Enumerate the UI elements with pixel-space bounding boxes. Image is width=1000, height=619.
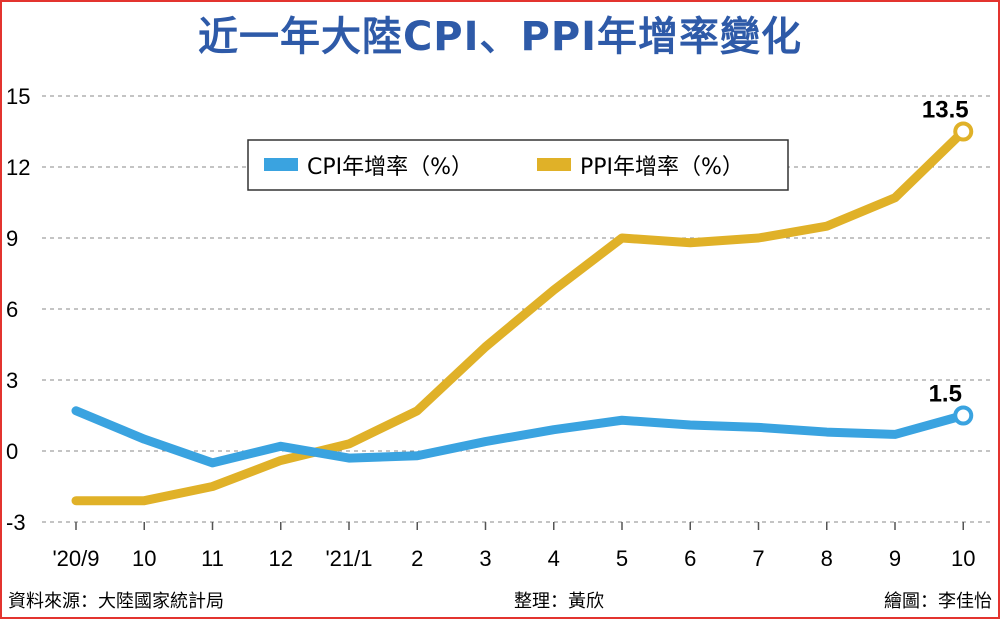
x-tick-label: 5 <box>616 546 628 571</box>
x-tick-label: 11 <box>201 546 224 571</box>
legend-label: PPI年增率（%） <box>580 155 744 180</box>
x-tick-label: 12 <box>269 546 293 571</box>
legend-label: CPI年增率（%） <box>307 155 473 180</box>
x-tick-label: 10 <box>132 546 156 571</box>
legend-box <box>247 139 789 191</box>
source-note: 資料來源：大陸國家統計局 <box>8 591 224 612</box>
y-tick-label: 3 <box>6 368 18 393</box>
y-tick-label: -3 <box>6 510 26 535</box>
y-tick-label: 9 <box>6 226 18 251</box>
y-tick-label: 15 <box>6 84 30 109</box>
x-tick-label: 2 <box>411 546 423 571</box>
x-tick-label: '21/1 <box>325 546 372 571</box>
x-tick-label: 10 <box>951 546 975 571</box>
x-tick-label: 6 <box>684 546 696 571</box>
series-line <box>71 406 968 468</box>
x-tick-label: 7 <box>752 546 764 571</box>
x-tick-label: 4 <box>548 546 560 571</box>
chart-title: 近一年大陸CPI、PPI年增率變化 <box>197 14 803 60</box>
x-tick-label: 9 <box>889 546 901 571</box>
series-end-label: 1.5 <box>929 381 962 408</box>
y-tick-label: 6 <box>6 297 18 322</box>
series-end-point <box>953 121 974 142</box>
legend-swatch <box>537 158 571 171</box>
series-end-label: 13.5 <box>922 97 969 124</box>
series-end-point <box>953 405 974 426</box>
legend-swatch <box>264 158 298 171</box>
x-tick-label: '20/9 <box>52 546 99 571</box>
x-tick-label: 8 <box>821 546 833 571</box>
artist-note: 繪圖：李佳怡 <box>884 591 992 612</box>
editor-note: 整理：黃欣 <box>514 591 604 612</box>
x-tick-label: 3 <box>479 546 491 571</box>
series-line <box>71 127 968 506</box>
y-tick-label: 0 <box>6 439 18 464</box>
y-tick-label: 12 <box>6 155 30 180</box>
